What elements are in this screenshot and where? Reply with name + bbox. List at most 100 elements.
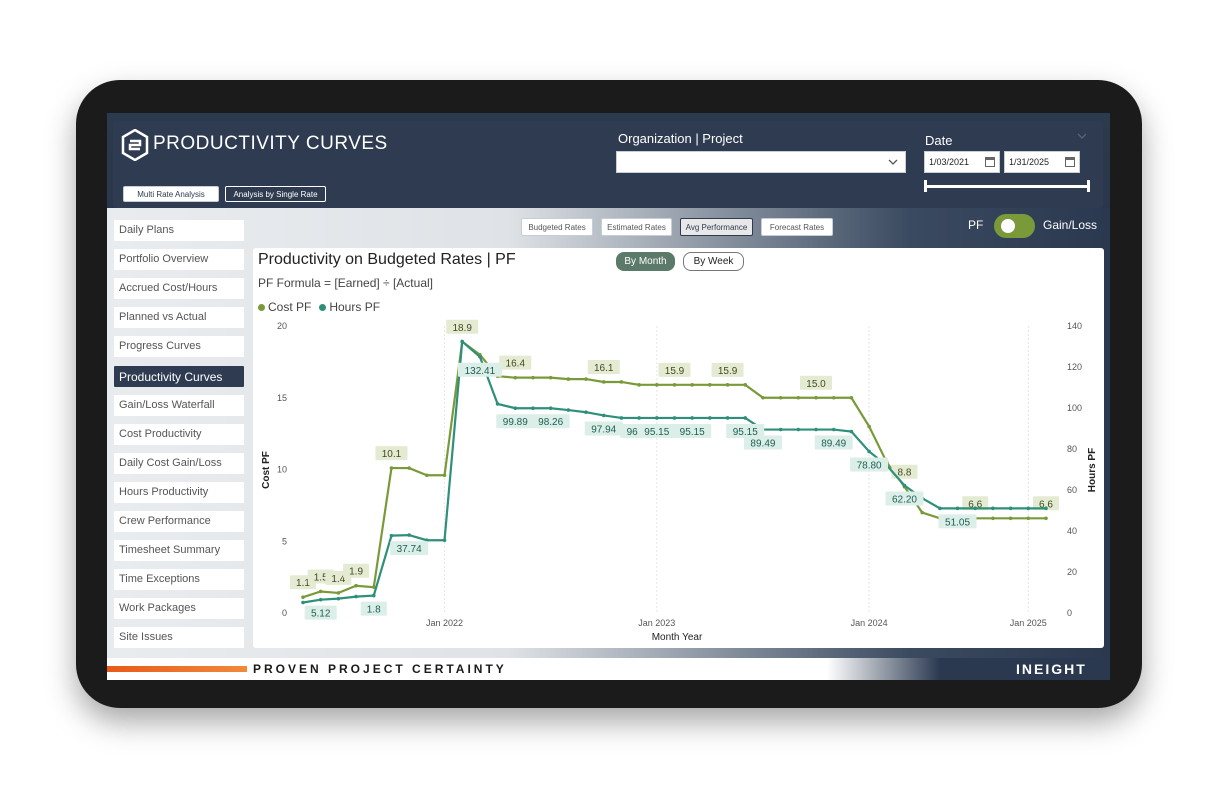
chart-legend: Cost PF Hours PF [258, 300, 380, 314]
cost-pf-point [619, 380, 624, 384]
hours-pf-point [354, 594, 358, 599]
hours-pf-point [690, 416, 694, 420]
sidebar-item-work-packages[interactable]: Work Packages [114, 598, 244, 620]
hours-pf-point [442, 538, 447, 543]
cost-pf-point [442, 473, 447, 478]
sidebar-item-daily-cost-gain-loss[interactable]: Daily Cost Gain/Loss [114, 452, 244, 474]
org-project-label: Organization | Project [618, 131, 743, 146]
budgeted-rates-button[interactable]: Budgeted Rates [521, 218, 593, 236]
hours-pf-point [991, 506, 995, 511]
sidebar-item-planned-vs-actual[interactable]: Planned vs Actual [114, 307, 244, 329]
cost-pf-point [301, 595, 305, 600]
sidebar-item-daily-plans[interactable]: Daily Plans [114, 220, 244, 241]
hours-pf-point [902, 483, 907, 488]
forecast-rates-button[interactable]: Forecast Rates [761, 218, 833, 236]
data-label: 6.6 [968, 499, 982, 510]
cost-pf-point [690, 383, 694, 387]
cost-pf-point [814, 395, 818, 400]
data-label-bg [343, 563, 370, 578]
y-right-tick-label: 120 [1067, 362, 1082, 372]
slider-start-handle[interactable] [924, 180, 927, 192]
org-project-select[interactable] [616, 151, 906, 173]
cost-pf-point [655, 383, 659, 387]
slider-end-handle[interactable] [1087, 180, 1090, 192]
cost-pf-point [920, 510, 924, 515]
data-label: 1.1 [296, 578, 310, 589]
data-label-bg [531, 414, 570, 429]
data-label: 10.1 [382, 449, 402, 460]
pf-gainloss-toggle[interactable] [994, 214, 1035, 238]
data-label-bg [637, 423, 676, 438]
cost-pf-point [991, 516, 995, 521]
pf-formula: PF Formula = [Earned] ÷ [Actual] [258, 276, 433, 290]
hours-pf-point [831, 427, 836, 432]
by-week-button[interactable]: By Week [683, 252, 744, 271]
start-date-input[interactable]: 1/03/2021 [924, 151, 1000, 173]
legend-item-cost[interactable]: Cost PF [258, 300, 311, 314]
by-month-button[interactable]: By Month [616, 252, 675, 271]
calendar-icon[interactable] [985, 157, 995, 167]
cost-pf-point [354, 583, 358, 588]
hours-pf-point [743, 416, 748, 420]
sidebar-item-accrued-cost-hours[interactable]: Accrued Cost/Hours [114, 278, 244, 300]
sidebar-item-crew-performance[interactable]: Crew Performance [114, 511, 244, 532]
data-label: 16.4 [506, 359, 526, 370]
cost-pf-point [637, 383, 641, 387]
data-label-bg [496, 414, 535, 429]
calendar-icon[interactable] [1065, 157, 1075, 167]
data-label: 89.49 [821, 439, 846, 450]
hours-pf-point [796, 427, 801, 432]
hours-pf-point [1026, 506, 1031, 511]
single-rate-analysis-button[interactable]: Analysis by Single Rate [225, 186, 326, 202]
toggle-knob[interactable] [1001, 219, 1015, 233]
hours-pf-point [318, 597, 323, 602]
data-label-bg [499, 355, 532, 370]
sidebar-item-progress-curves[interactable]: Progress Curves [114, 336, 244, 358]
hours-pf-point [584, 410, 588, 415]
multi-rate-analysis-button[interactable]: Multi Rate Analysis [123, 186, 219, 202]
data-label-bg [1033, 496, 1059, 511]
sidebar-item-timesheet-summary[interactable]: Timesheet Summary [114, 540, 244, 562]
data-label-bg [885, 491, 924, 506]
legend-item-hours[interactable]: Hours PF [319, 300, 380, 314]
sidebar-item-hours-productivity[interactable]: Hours Productivity [114, 481, 244, 503]
data-label-bg [814, 435, 853, 450]
data-label: 78.80 [857, 460, 882, 471]
sidebar-item-portfolio-overview[interactable]: Portfolio Overview [114, 249, 244, 271]
sidebar-item-site-issues[interactable]: Site Issues [114, 627, 244, 649]
data-label: 132.41 [465, 366, 496, 377]
hours-pf-point [725, 416, 730, 420]
productivity-line-chart: Jan 2022 Jan 2023 Jan 2024 Jan 2025 0 5 10 15 20… [261, 319, 1098, 643]
y-left-tick-label: 20 [277, 321, 287, 331]
cost-pf-point [672, 383, 677, 387]
end-date-value: 1/31/2025 [1009, 157, 1050, 167]
y-right-tick-label: 80 [1067, 444, 1077, 454]
footer-bar: PROVEN PROJECT CERTAINTY INEIGHT [107, 658, 1110, 680]
sidebar-item-gain-loss-waterfall[interactable]: Gain/Loss Waterfall [114, 394, 244, 416]
x-tick-label: Jan 2022 [426, 618, 463, 628]
data-label: 16.1 [594, 363, 614, 374]
dashboard-screen: PRODUCTIVITY CURVES Multi Rate Analysis … [107, 113, 1110, 680]
sidebar-item-cost-productivity[interactable]: Cost Productivity [114, 423, 244, 445]
data-label: 98.26 [538, 417, 563, 428]
data-label-bg [891, 464, 918, 479]
x-tick-label: Jan 2023 [638, 618, 675, 628]
sidebar-item-time-exceptions[interactable]: Time Exceptions [114, 569, 244, 591]
hours-pf-point [708, 416, 712, 420]
chevron-down-icon[interactable] [1076, 131, 1088, 141]
avg-performance-button[interactable]: Avg Performance [680, 218, 753, 236]
cost-pf-point [725, 383, 730, 387]
cost-pf-point [531, 375, 535, 380]
date-range-slider[interactable] [924, 180, 1090, 192]
data-label: 51.05 [945, 517, 970, 528]
data-label: 95.15 [680, 427, 705, 438]
y-right-tick-label: 140 [1067, 321, 1082, 331]
y-right-tick-label: 0 [1067, 608, 1072, 618]
cost-pf-point [1044, 516, 1048, 521]
data-label: 18.9 [452, 323, 472, 334]
hours-pf-point [655, 416, 659, 420]
end-date-input[interactable]: 1/31/2025 [1004, 151, 1080, 173]
cost-pf-point [778, 395, 783, 400]
estimated-rates-button[interactable]: Estimated Rates [601, 218, 672, 236]
sidebar-item-productivity-curves[interactable]: Productivity Curves [114, 365, 244, 387]
